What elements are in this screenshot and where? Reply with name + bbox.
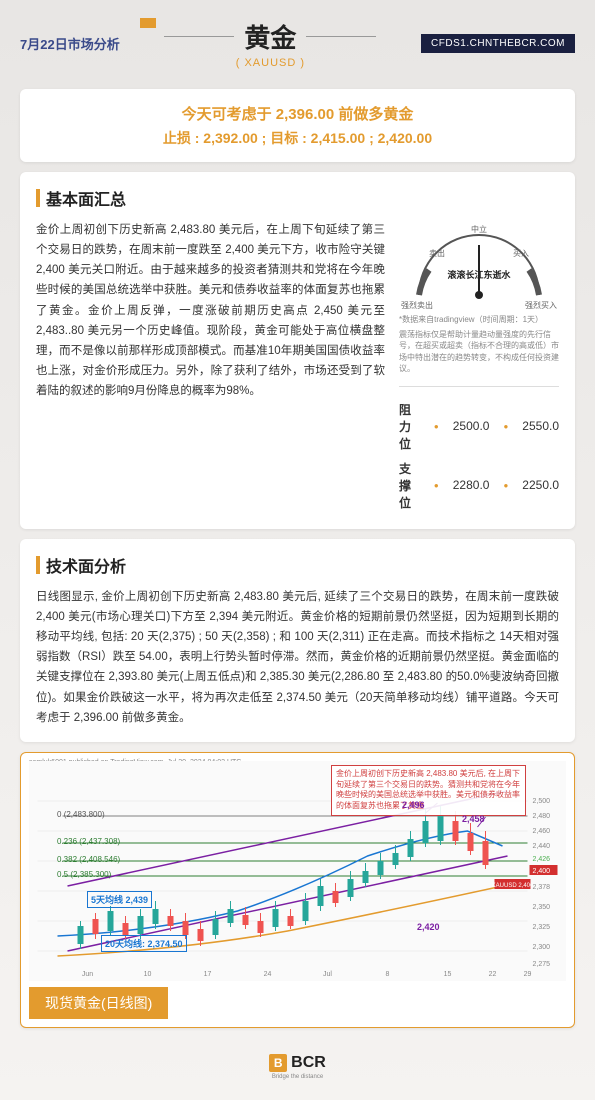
date-text: 7月22日市场分析 — [20, 34, 120, 53]
svg-text:24: 24 — [264, 971, 272, 978]
section-bar-icon — [36, 556, 40, 574]
svg-text:15: 15 — [444, 971, 452, 978]
svg-text:强烈卖出: 强烈卖出 — [401, 300, 433, 310]
technical-title: 技术面分析 — [46, 553, 126, 577]
levels-table: 阻力位 ● 2500.0 ● 2550.0 支撑位 ● 2280.0 ● 225… — [399, 386, 559, 515]
gauge-note: 震荡指标仅是帮助计量趋动量强度的先行信号，在超买或超卖（指标不合理的高或低）市场… — [399, 329, 559, 374]
section-bar-icon — [36, 189, 40, 207]
page-title: 黄金 — [244, 18, 296, 55]
support-row: 支撑位 ● 2280.0 ● 2250.0 — [399, 456, 559, 515]
divider — [306, 36, 376, 37]
fundamental-card: 基本面汇总 金价上周初创下历史新高 2,483.80 美元后，在上周下旬延续了第… — [20, 172, 575, 529]
page-subtitle: ( XAUUSD ) — [120, 57, 421, 69]
chart-card: samluk6001 published on TradingView.com,… — [20, 752, 575, 1028]
svg-text:买入: 买入 — [513, 249, 529, 258]
support-label: 支撑位 — [399, 460, 420, 511]
svg-text:2,500: 2,500 — [533, 798, 551, 805]
resistance-val-1: 2500.0 — [453, 419, 490, 433]
svg-text:中立: 中立 — [471, 224, 487, 234]
bullet-icon: ● — [434, 422, 439, 431]
support-val-2: 2250.0 — [522, 478, 559, 492]
divider — [164, 36, 234, 37]
svg-text:滚滚长江东逝水: 滚滚长江东逝水 — [447, 269, 511, 280]
sentiment-gauge: 中立 卖出 买入 强烈卖出 强烈买入 滚滚长江东逝水 — [399, 220, 559, 310]
fundamental-title: 基本面汇总 — [46, 186, 126, 210]
svg-text:2,300: 2,300 — [533, 944, 551, 951]
svg-text:2,440: 2,440 — [533, 843, 551, 850]
svg-text:2,350: 2,350 — [533, 904, 551, 911]
resistance-label: 阻力位 — [399, 401, 420, 452]
footer: B BCR Bridge the distance — [0, 1038, 595, 1100]
logo-icon: B — [269, 1054, 287, 1072]
svg-text:2,426: 2,426 — [533, 856, 551, 863]
bullet-icon: ● — [434, 481, 439, 490]
technical-card: 技术面分析 日线图显示, 金价上周初创下历史新高 2,483.80 美元后, 延… — [20, 539, 575, 742]
svg-text:2,275: 2,275 — [533, 961, 551, 968]
svg-text:22: 22 — [489, 971, 497, 978]
svg-text:2,378: 2,378 — [533, 884, 551, 891]
fib-382: 0.382 (2,408.546) — [57, 855, 120, 864]
svg-text:2,325: 2,325 — [533, 924, 551, 931]
svg-text:10: 10 — [144, 971, 152, 978]
svg-text:2,460: 2,460 — [533, 828, 551, 835]
chart-title: 现货黄金(日线图) — [29, 987, 168, 1019]
ma5-label: 5天均线 2,439 — [87, 891, 152, 908]
recommendation-card: 今天可考虑于 2,396.00 前做多黄金 止损 : 2,392.00 ; 目标… — [20, 89, 575, 162]
bullet-icon: ● — [503, 481, 508, 490]
title-wrap: 黄金 ( XAUUSD ) — [120, 18, 421, 69]
fib-0: 0 (2,483.800) — [57, 810, 105, 819]
gauge-source: *数据来自tradingview（时间周期：1天） — [399, 314, 559, 325]
svg-text:17: 17 — [204, 971, 212, 978]
ma20-label: 20天均线: 2,374.50 — [101, 935, 187, 952]
svg-text:强烈买入: 强烈买入 — [525, 301, 557, 310]
brand-logo: B BCR — [269, 1054, 326, 1072]
fib-500: 0.5 (2,385.300) — [57, 870, 111, 879]
fib-236: 0.236 (2,437.308) — [57, 837, 120, 846]
support-val-1: 2280.0 — [453, 478, 490, 492]
brand-tagline: Bridge the distance — [0, 1074, 595, 1080]
fundamental-body: 金价上周初创下历史新高 2,483.80 美元后，在上周下旬延续了第三个交易日的… — [36, 220, 385, 515]
technical-body: 日线图显示, 金价上周初创下历史新高 2,483.80 美元后, 延续了三个交易… — [36, 587, 559, 728]
price-tag-3: 2,420 — [414, 921, 443, 933]
brand-name: BCR — [291, 1054, 326, 1072]
svg-text:8: 8 — [386, 971, 390, 978]
chart-annotation: 金价上周初创下历史新高 2,483.80 美元后, 在上周下旬延续了第三个交易日… — [331, 765, 526, 816]
header: 7月22日市场分析 黄金 ( XAUUSD ) CFDS1.CHNTHEBCR.… — [0, 0, 595, 79]
resistance-val-2: 2550.0 — [522, 419, 559, 433]
svg-text:Jun: Jun — [82, 971, 93, 978]
svg-text:29: 29 — [524, 971, 532, 978]
rec-entry: 今天可考虑于 2,396.00 前做多黄金 — [40, 103, 555, 124]
bullet-icon: ● — [503, 422, 508, 431]
price-tag-1: 2,496 — [399, 799, 428, 811]
svg-text:Jul: Jul — [323, 971, 332, 978]
svg-text:卖出: 卖出 — [429, 248, 445, 258]
url-box: CFDS1.CHNTHEBCR.COM — [421, 34, 575, 53]
rec-targets: 止损 : 2,392.00 ; 目标 : 2,415.00 ; 2,420.00 — [40, 128, 555, 148]
chart-area: 2,500 2,480 2,460 2,440 2,426 2,400 2,37… — [29, 761, 566, 981]
svg-text:2,480: 2,480 — [533, 813, 551, 820]
svg-text:2,400: 2,400 — [533, 868, 551, 875]
price-tag-2: 2,458 — [459, 813, 488, 825]
resistance-row: 阻力位 ● 2500.0 ● 2550.0 — [399, 397, 559, 456]
svg-text:XAUUSD 2,400: XAUUSD 2,400 — [492, 883, 534, 889]
